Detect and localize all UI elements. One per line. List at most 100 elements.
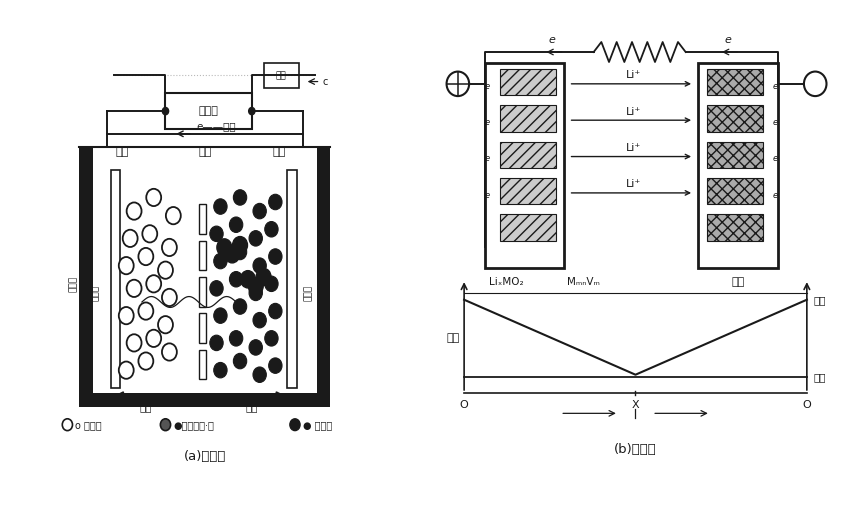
Text: 充电器: 充电器: [199, 106, 218, 116]
Circle shape: [264, 276, 278, 291]
Text: e: e: [484, 191, 489, 199]
Text: (b)示意图: (b)示意图: [613, 443, 656, 456]
Bar: [263, 63, 298, 88]
Circle shape: [138, 248, 153, 265]
Text: ●金属原子·锂: ●金属原子·锂: [173, 420, 214, 430]
Circle shape: [162, 343, 176, 361]
Bar: [199, 313, 205, 343]
Circle shape: [214, 308, 227, 323]
Bar: [485, 63, 564, 268]
Circle shape: [138, 302, 153, 320]
Bar: [287, 170, 296, 388]
Text: Li⁺: Li⁺: [625, 179, 640, 189]
Circle shape: [146, 189, 161, 206]
Bar: [705, 69, 762, 95]
Text: e: e: [548, 35, 555, 45]
Bar: [165, 93, 251, 129]
Circle shape: [264, 222, 278, 237]
Text: 石墨: 石墨: [730, 277, 744, 287]
Text: e: e: [772, 118, 777, 127]
Text: 充电: 充电: [812, 295, 825, 305]
Circle shape: [214, 363, 227, 378]
Circle shape: [268, 358, 282, 373]
Text: 正极: 正极: [116, 147, 129, 157]
Circle shape: [162, 108, 169, 115]
Bar: [199, 277, 205, 307]
Text: 电压: 电压: [446, 333, 459, 343]
Circle shape: [248, 277, 263, 295]
Bar: [316, 147, 330, 407]
Circle shape: [165, 207, 181, 224]
Bar: [705, 141, 762, 168]
Text: 负极: 负极: [273, 147, 285, 157]
Circle shape: [229, 331, 243, 346]
Circle shape: [256, 268, 271, 286]
Circle shape: [210, 281, 223, 296]
Text: O: O: [459, 400, 468, 410]
Text: 充电: 充电: [275, 72, 286, 81]
Circle shape: [253, 204, 266, 219]
Circle shape: [158, 262, 173, 279]
Circle shape: [290, 419, 300, 431]
Circle shape: [229, 272, 243, 287]
Circle shape: [268, 249, 282, 264]
Circle shape: [126, 334, 141, 351]
Text: e——放电: e——放电: [197, 122, 236, 131]
Circle shape: [162, 289, 176, 306]
Text: 集电体: 集电体: [304, 285, 313, 301]
Circle shape: [160, 419, 170, 431]
Circle shape: [146, 275, 161, 292]
Bar: [79, 393, 330, 407]
Text: e: e: [484, 155, 489, 163]
Text: o 氧原子: o 氧原子: [75, 420, 101, 430]
Circle shape: [118, 257, 134, 274]
Circle shape: [233, 299, 246, 314]
Circle shape: [803, 72, 826, 96]
Circle shape: [210, 226, 223, 241]
Bar: [499, 214, 556, 241]
Bar: [499, 141, 556, 168]
Text: e: e: [484, 82, 489, 90]
Text: 电解液: 电解液: [69, 276, 78, 292]
Text: Li⁺: Li⁺: [625, 107, 640, 117]
Text: 集电体: 集电体: [90, 285, 99, 301]
Circle shape: [138, 352, 153, 370]
Circle shape: [264, 331, 278, 346]
Text: 隔膜: 隔膜: [198, 147, 211, 157]
Circle shape: [158, 316, 173, 333]
Bar: [705, 105, 762, 131]
Circle shape: [233, 244, 246, 260]
Circle shape: [62, 419, 72, 431]
Circle shape: [123, 230, 137, 247]
Circle shape: [268, 304, 282, 319]
Circle shape: [253, 313, 266, 328]
Circle shape: [126, 203, 141, 220]
Circle shape: [233, 354, 246, 369]
Text: O: O: [802, 400, 810, 410]
Circle shape: [268, 194, 282, 210]
Text: c: c: [322, 77, 327, 86]
Circle shape: [216, 239, 232, 256]
Bar: [79, 147, 93, 407]
Bar: [199, 349, 205, 379]
Circle shape: [249, 108, 255, 115]
Text: e: e: [484, 118, 489, 127]
Bar: [499, 105, 556, 131]
Text: e: e: [772, 82, 777, 90]
Circle shape: [146, 330, 161, 347]
Circle shape: [224, 245, 239, 263]
Circle shape: [233, 236, 247, 254]
Text: 放电: 放电: [812, 372, 825, 382]
Circle shape: [253, 258, 266, 273]
Bar: [499, 69, 556, 95]
Text: e: e: [772, 155, 777, 163]
Circle shape: [249, 231, 262, 246]
Bar: [199, 241, 205, 270]
Text: Li⁺: Li⁺: [625, 143, 640, 153]
Text: MₘₙVₘ: MₘₙVₘ: [566, 277, 599, 287]
Circle shape: [214, 254, 227, 269]
Circle shape: [210, 335, 223, 350]
Circle shape: [249, 340, 262, 355]
Circle shape: [214, 199, 227, 214]
Bar: [705, 178, 762, 204]
